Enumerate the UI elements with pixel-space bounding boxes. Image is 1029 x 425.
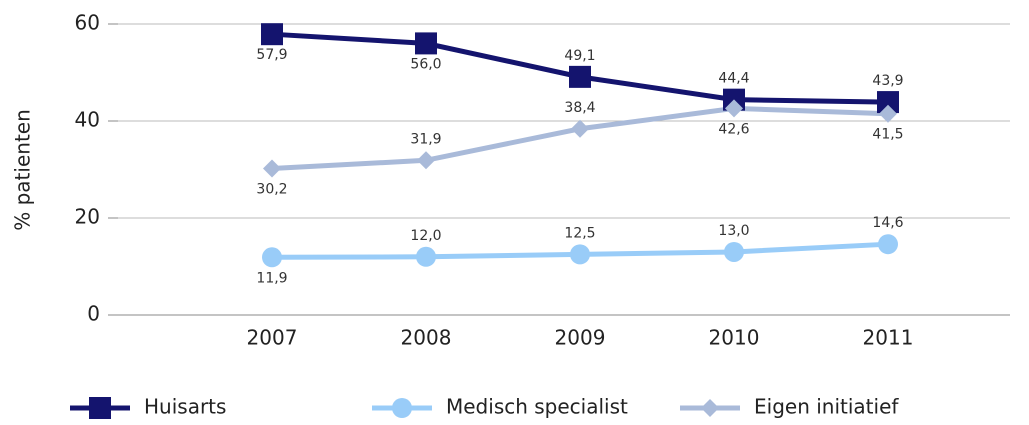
value-label: 38,4 [564,100,595,116]
marker [570,244,590,265]
legend-label: Medisch specialist [446,395,628,419]
x-tick-label: 2011 [863,326,914,350]
marker [263,159,281,178]
marker [877,91,899,114]
marker [416,246,436,267]
marker [415,32,437,55]
marker [417,151,435,170]
marker [878,234,898,255]
x-tick-label: 2009 [555,326,606,350]
y-axis-label: % patienten [11,109,35,231]
value-label: 30,2 [256,182,287,198]
value-label: 57,9 [256,47,287,63]
value-label: 13,0 [718,223,749,239]
marker [261,23,283,46]
marker [571,119,589,138]
y-tick-label: 20 [75,205,100,229]
series-line [271,105,889,172]
y-tick-label: 60 [75,11,100,35]
x-tick-label: 2010 [709,326,760,350]
marker [725,99,743,118]
x-tick-label: 2007 [247,326,298,350]
value-label: 14,6 [872,215,903,231]
legend-label: Eigen initiatief [754,395,899,419]
value-label: 42,6 [718,121,749,137]
legend-label: Huisarts [144,395,226,419]
x-tick-label: 2008 [401,326,452,350]
y-tick-label: 40 [75,108,100,132]
marker [262,247,282,268]
legend-marker [701,399,719,417]
legend-marker [392,398,412,418]
value-label: 31,9 [410,131,441,147]
value-label: 43,9 [872,73,903,89]
value-label: 49,1 [564,48,595,64]
value-label: 11,9 [256,270,287,286]
legend-marker [89,397,111,419]
value-label: 44,4 [718,71,749,87]
value-label: 41,5 [872,127,903,143]
value-label: 56,0 [410,56,441,72]
marker [879,104,897,123]
marker [724,241,744,262]
value-label: 12,5 [564,225,595,241]
y-tick-label: 0 [87,302,100,326]
marker [569,65,591,88]
value-label: 12,0 [410,228,441,244]
